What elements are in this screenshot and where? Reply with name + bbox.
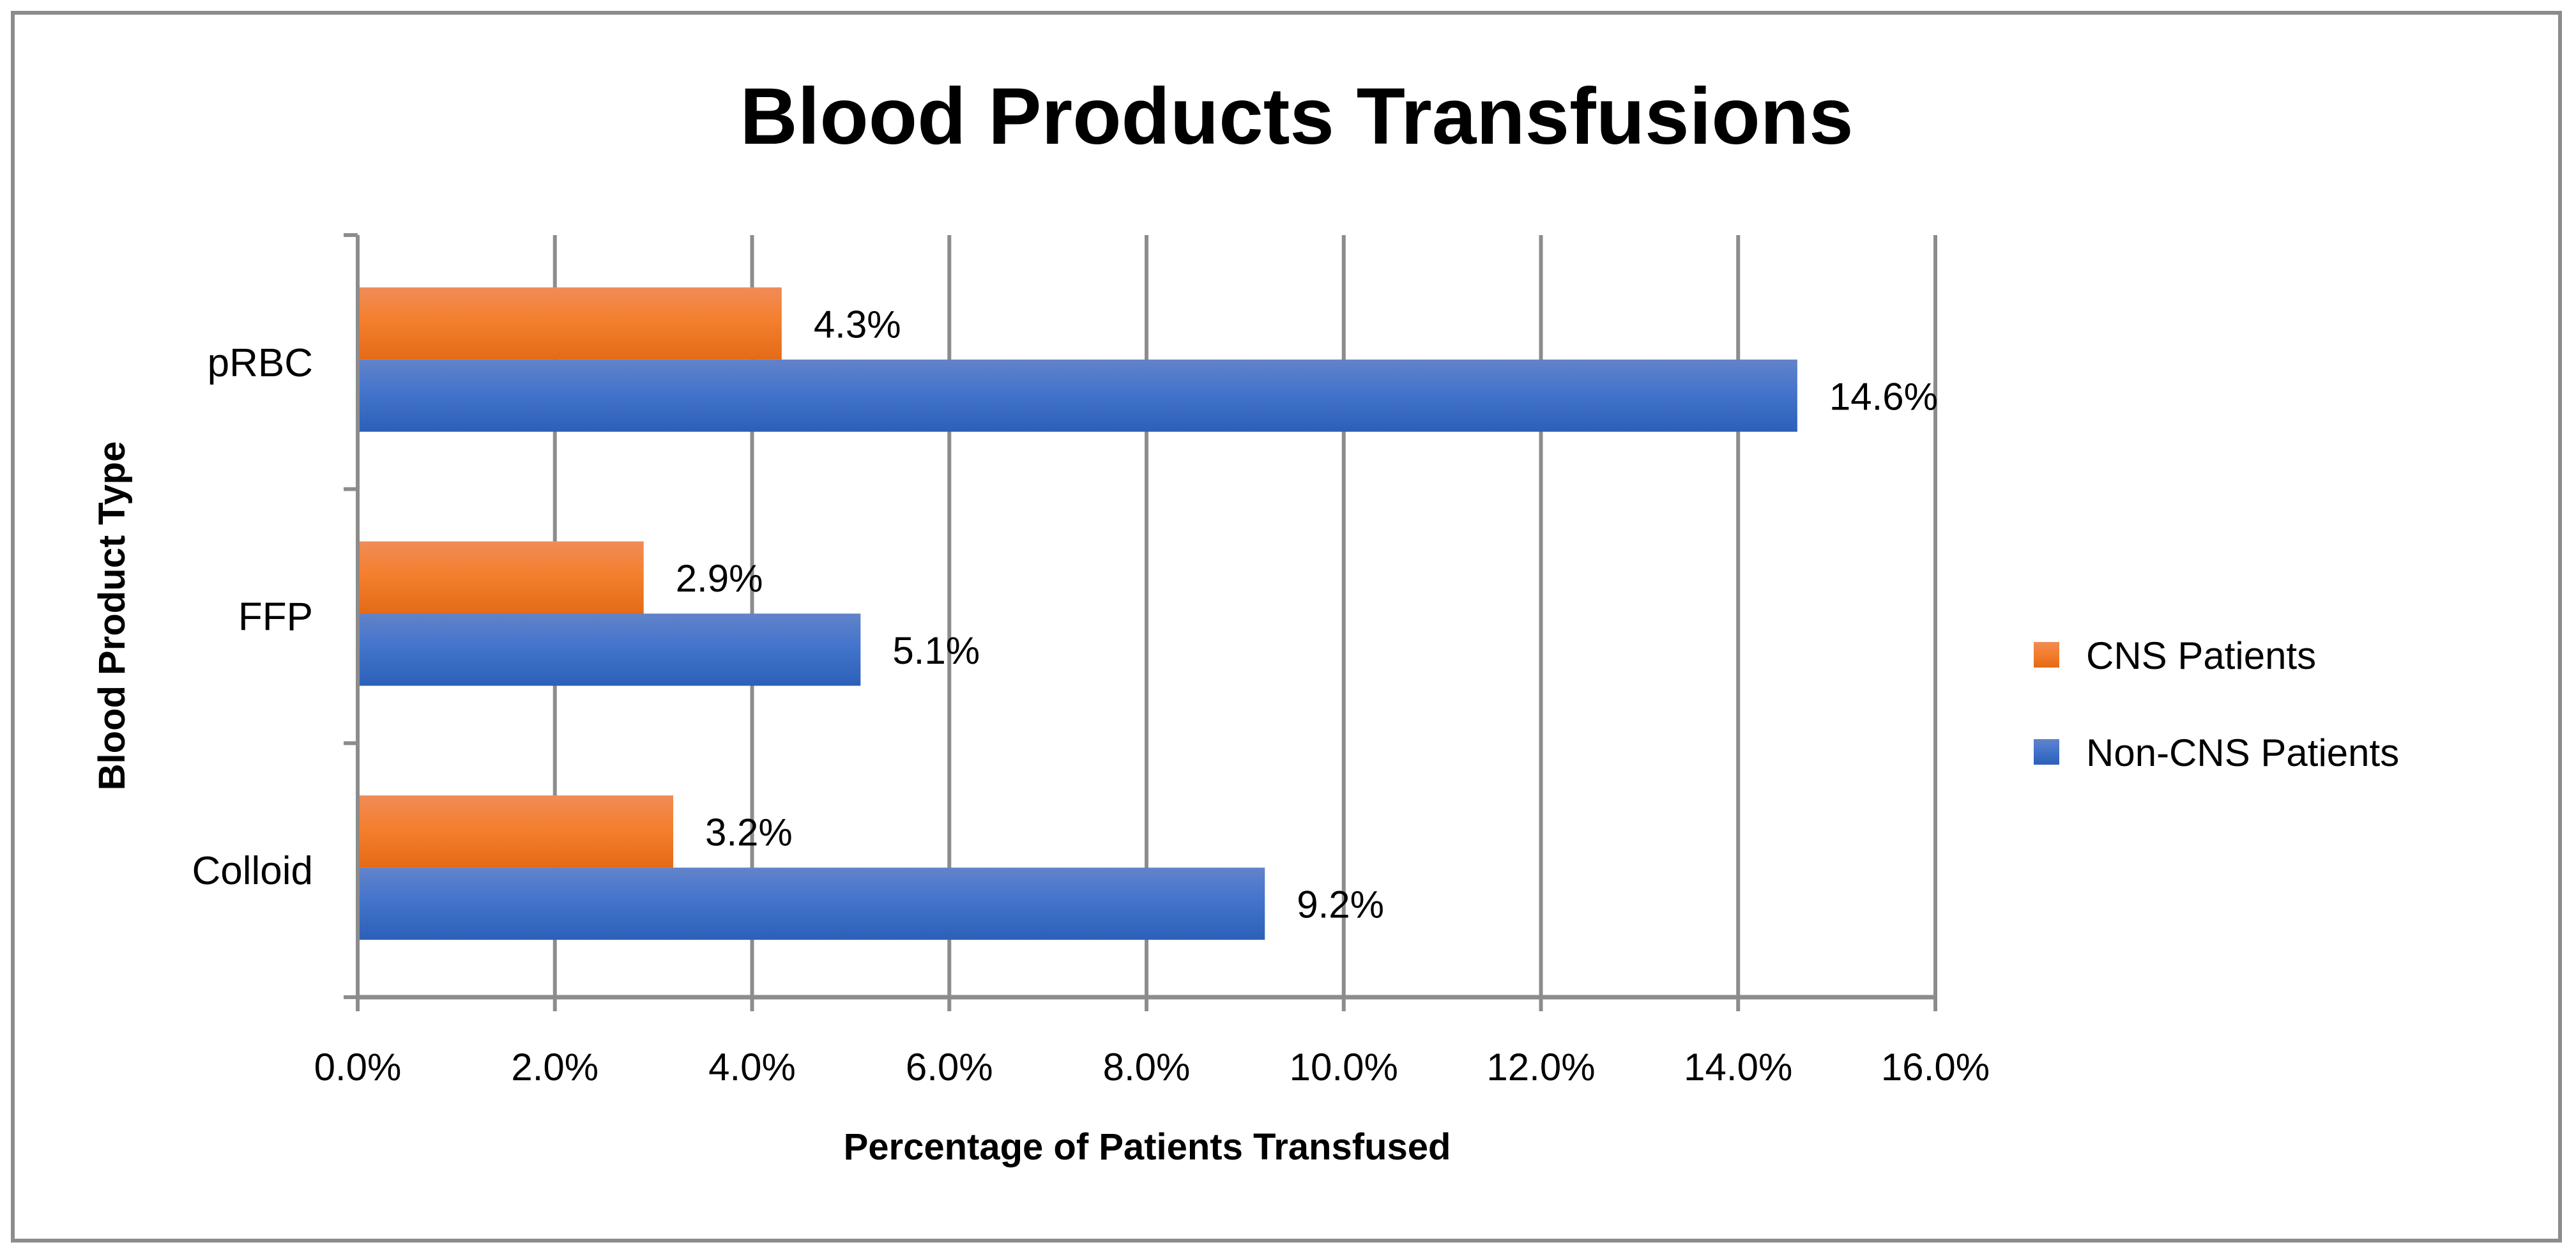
x-tick-label: 10.0% [1290, 1046, 1398, 1089]
chart-title: Blood Products Transfusions [740, 72, 1853, 161]
y-axis-title: Blood Product Type [91, 441, 133, 791]
data-label: 4.3% [814, 303, 901, 346]
bar-cns-patients [360, 287, 782, 360]
bar-non-cns-patients [360, 613, 861, 686]
x-axis-title: Percentage of Patients Transfused [844, 1126, 1451, 1168]
legend-swatch [2034, 739, 2059, 765]
category-label: pRBC [208, 341, 313, 385]
x-tick-label: 14.0% [1684, 1046, 1792, 1089]
data-label: 14.6% [1829, 375, 1938, 418]
x-tick-label: 0.0% [314, 1046, 402, 1089]
category-label: FFP [238, 595, 313, 639]
bar-non-cns-patients [360, 359, 1797, 432]
category-label: Colloid [192, 849, 313, 893]
bar-non-cns-patients [360, 868, 1265, 940]
x-tick-label: 12.0% [1486, 1046, 1595, 1089]
data-label: 5.1% [892, 629, 980, 672]
x-tick-label: 8.0% [1103, 1046, 1191, 1089]
x-tick-label: 16.0% [1881, 1046, 1990, 1089]
bar-cns-patients [360, 541, 644, 614]
legend-label: CNS Patients [2086, 634, 2316, 677]
data-label: 3.2% [705, 811, 793, 854]
x-tick-label: 4.0% [708, 1046, 796, 1089]
bar-cns-patients [360, 795, 673, 868]
data-label: 2.9% [676, 557, 763, 600]
legend-label: Non-CNS Patients [2086, 731, 2399, 774]
x-tick-label: 6.0% [906, 1046, 993, 1089]
legend-swatch [2034, 642, 2059, 668]
data-label: 9.2% [1297, 883, 1384, 926]
x-tick-label: 2.0% [511, 1046, 598, 1089]
